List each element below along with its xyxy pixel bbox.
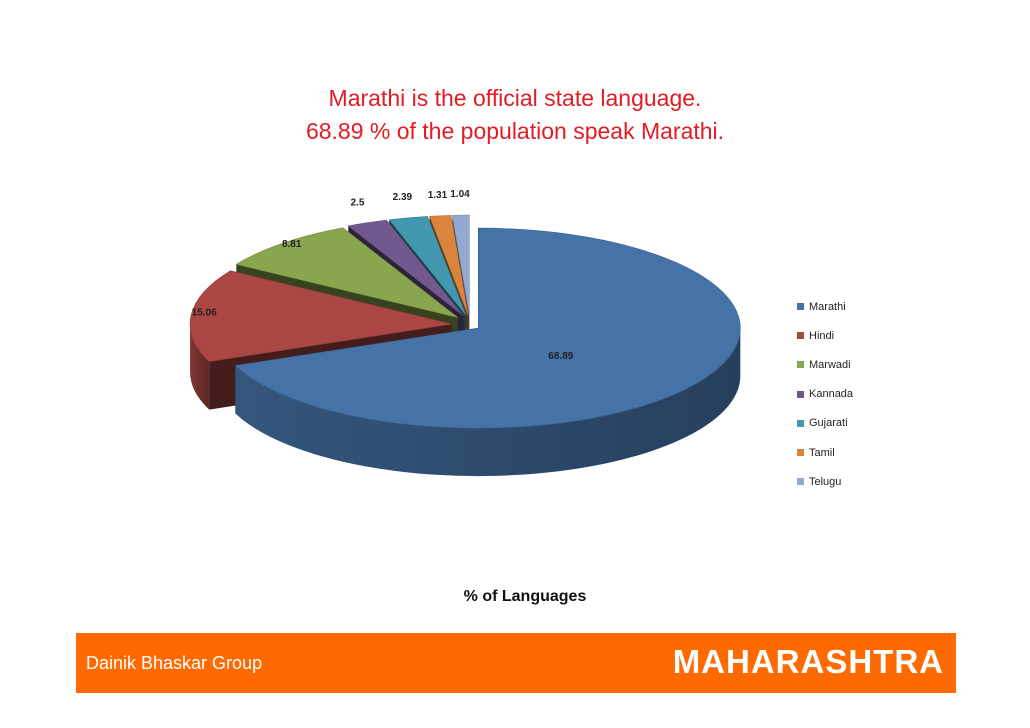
- pie-slice-marwadi: [235, 227, 459, 318]
- legend-swatch-marathi: [797, 303, 804, 311]
- legend-swatch-telugu: [797, 478, 804, 486]
- legend-label-marathi: Marathi: [809, 300, 846, 313]
- title-line-2: 68.89 % of the population speak Marathi.: [305, 118, 725, 144]
- legend-swatch-gujarati: [797, 419, 804, 427]
- pie-slice-gujarati: [388, 216, 467, 316]
- legend-label-gujarati: Gujarati: [809, 417, 848, 430]
- legend-swatch-kannada: [797, 390, 804, 398]
- legend-label-hindi: Hindi: [809, 329, 835, 342]
- legend-item-telugu: Telugu: [797, 467, 917, 496]
- pie-value-label-marwadi: 8.81: [282, 239, 302, 250]
- legend-swatch-marwadi: [797, 361, 804, 369]
- pie-value-label-telugu: 1.04: [450, 189, 470, 200]
- chart-axis-label: % of Languages: [463, 588, 587, 605]
- chart-legend: Marathi Hindi Marwadi Kannada Gujarati T…: [797, 292, 917, 496]
- pie-value-label-tamil: 1.31: [428, 190, 448, 201]
- legend-swatch-hindi: [797, 332, 804, 340]
- pie-slice-side-hindi: [190, 324, 210, 410]
- legend-item-tamil: Tamil: [797, 438, 917, 467]
- pie-slice-marathi: [234, 227, 741, 429]
- title-line-1: Marathi is the official state language.: [328, 85, 702, 111]
- legend-item-gujarati: Gujarati: [797, 409, 917, 438]
- pie-slice-telugu: [451, 214, 470, 316]
- legend-item-marwadi: Marwadi: [797, 350, 917, 379]
- pie-value-label-kannada: 2.5: [351, 197, 365, 208]
- pie-slice-side-marathi: [235, 328, 741, 477]
- pie-slice-hindi: [189, 270, 453, 362]
- pie-slice-tamil: [429, 215, 469, 316]
- footer-bar: Dainik Bhaskar Group MAHARASHTRA: [76, 633, 956, 693]
- legend-item-marathi: Marathi: [797, 292, 917, 321]
- legend-label-marwadi: Marwadi: [809, 358, 851, 371]
- legend-label-telugu: Telugu: [809, 475, 842, 488]
- footer-company-name: Dainik Bhaskar Group: [86, 653, 263, 673]
- pie-slice-kannada: [347, 219, 464, 317]
- legend-label-kannada: Kannada: [809, 388, 854, 401]
- pie-value-label-hindi: 15.06: [192, 308, 217, 319]
- pie-value-label-gujarati: 2.39: [393, 192, 413, 203]
- footer-state-name: MAHARASHTRA: [672, 643, 944, 680]
- pie-value-label-marathi: 68.89: [548, 351, 573, 362]
- legend-swatch-tamil: [797, 449, 804, 457]
- legend-item-hindi: Hindi: [797, 321, 917, 350]
- legend-item-kannada: Kannada: [797, 380, 917, 409]
- slide-title: Marathi is the official state language. …: [180, 82, 850, 148]
- legend-label-tamil: Tamil: [809, 446, 835, 459]
- pie-chart: 68.89 15.06 8.81 2.5 2.39 1.31 1.04: [189, 189, 741, 477]
